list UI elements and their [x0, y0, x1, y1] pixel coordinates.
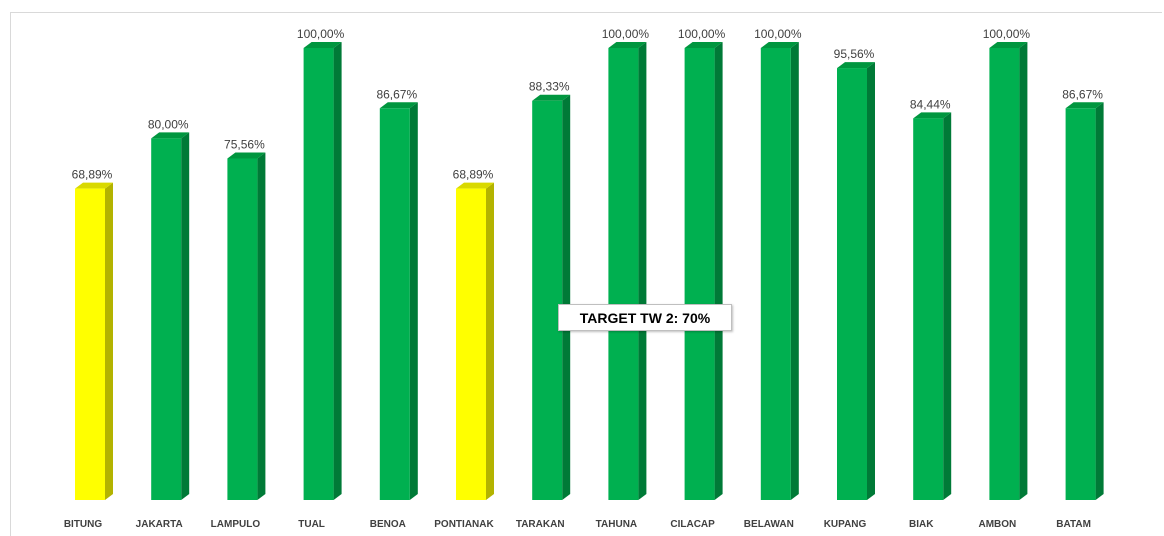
bar-front	[913, 118, 944, 500]
chart-frame	[10, 12, 1162, 536]
bar-top	[837, 62, 875, 69]
bar-top	[760, 42, 799, 48]
bar-front	[379, 108, 410, 501]
bar-belawan	[760, 42, 799, 500]
bar-lampulo	[227, 152, 266, 500]
value-label: 68,89%	[72, 168, 113, 182]
category-label: BENOA	[370, 519, 406, 530]
category-label: JAKARTA	[136, 519, 183, 530]
category-label: TARAKAN	[516, 519, 565, 530]
bar-top	[913, 112, 952, 119]
value-label: 84,44%	[910, 97, 951, 111]
value-label: 88,33%	[529, 80, 570, 94]
category-label: LAMPULO	[211, 519, 261, 530]
bar-top	[532, 94, 571, 101]
bar-side	[714, 42, 723, 500]
category-label: BELAWAN	[744, 519, 794, 530]
bar-side	[486, 182, 494, 501]
bar-front	[151, 138, 182, 500]
category-label: BIAK	[909, 519, 934, 530]
bar-side	[105, 182, 113, 501]
bar-top	[227, 152, 266, 159]
bar-front	[227, 158, 258, 500]
bar-bitung	[75, 182, 113, 501]
bar-top	[151, 132, 190, 139]
bar-side	[638, 42, 647, 500]
bar-top	[989, 42, 1028, 48]
bar-side	[867, 62, 875, 501]
bar-top	[456, 182, 494, 189]
category-label: TUAL	[298, 519, 325, 530]
bar-front	[532, 100, 563, 500]
category-label: BITUNG	[64, 519, 103, 530]
bar-front	[760, 48, 791, 500]
bar-tarakan	[532, 94, 571, 500]
bar-ambon	[989, 42, 1028, 500]
value-label: 100,00%	[602, 27, 650, 41]
bar-front	[837, 68, 867, 501]
category-label: BATAM	[1056, 519, 1091, 530]
bar-side	[257, 152, 266, 500]
value-label: 100,00%	[754, 27, 802, 41]
bar-top	[1065, 102, 1104, 109]
bar-top	[75, 182, 113, 189]
bar-side	[562, 94, 571, 500]
category-label: AMBON	[979, 519, 1017, 530]
bar-top	[379, 102, 418, 109]
bar-front	[608, 48, 639, 500]
bar-biak	[913, 112, 952, 500]
category-label: CILACAP	[670, 519, 715, 530]
bar-top	[684, 42, 723, 48]
bar-front	[989, 48, 1020, 500]
target-annotation: TARGET TW 2: 70%	[558, 304, 732, 331]
bar-batam	[1065, 102, 1104, 501]
bar-kupang	[837, 62, 875, 501]
bar-tahuna	[608, 42, 647, 500]
bar-jakarta	[151, 132, 190, 500]
bar-side	[943, 112, 952, 500]
bar-side	[409, 102, 418, 501]
value-label: 80,00%	[148, 117, 189, 131]
category-label: PONTIANAK	[434, 519, 494, 530]
value-label: 86,67%	[376, 87, 417, 101]
bar-pontianak	[456, 182, 494, 501]
bar-top	[303, 42, 342, 48]
value-label: 100,00%	[983, 27, 1031, 41]
bar-tual	[303, 42, 342, 500]
value-label: 95,56%	[834, 47, 875, 61]
value-label: 68,89%	[453, 168, 494, 182]
bar-benoa	[379, 102, 418, 501]
bar-side	[333, 42, 342, 500]
bar-side	[181, 132, 190, 500]
value-label: 86,67%	[1062, 87, 1103, 101]
bar-front	[1065, 108, 1096, 501]
bar-front	[75, 188, 105, 501]
category-label: TAHUNA	[596, 519, 637, 530]
value-label: 100,00%	[297, 27, 345, 41]
value-label: 100,00%	[678, 27, 726, 41]
bar-side	[1095, 102, 1104, 501]
bar-side	[1019, 42, 1028, 500]
bar-cilacap	[684, 42, 723, 500]
bar-top	[608, 42, 647, 48]
bar-side	[790, 42, 799, 500]
bar-front	[684, 48, 715, 500]
category-label: KUPANG	[824, 519, 867, 530]
bar-front	[456, 188, 486, 501]
value-label: 75,56%	[224, 137, 265, 151]
bar-front	[303, 48, 334, 500]
